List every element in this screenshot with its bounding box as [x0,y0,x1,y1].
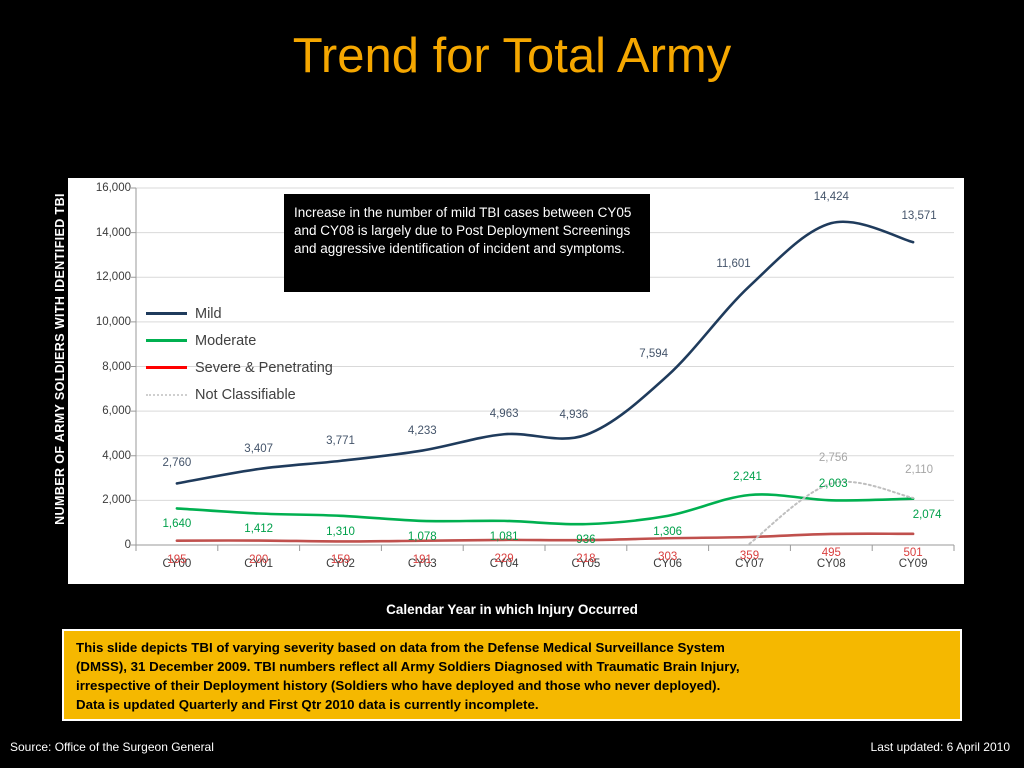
legend-item-severe-penetrating: Severe & Penetrating [146,354,333,381]
note-line-4: Data is updated Quarterly and First Qtr … [76,696,539,712]
y-tick-label: 8,000 [102,360,131,373]
x-tick-label: CY01 [244,558,274,570]
x-tick-label: CY05 [571,558,601,570]
legend-label: Mild [195,305,222,322]
x-tick-label: CY02 [326,558,355,570]
y-tick-label: 4,000 [102,449,131,462]
y-tick-label: 14,000 [95,226,131,239]
y-axis-title: NUMBER OF ARMY SOLDIERS WITH IDENTIFIED … [53,193,67,525]
legend-label: Severe & Penetrating [195,359,333,376]
y-tick-label: 16,000 [95,182,131,194]
legend-item-not-classifiable: Not Classifiable [146,381,333,408]
y-tick-label: 2,000 [102,494,131,507]
x-axis-title: Calendar Year in which Injury Occurred [386,602,638,617]
y-tick-label: 12,000 [95,271,131,284]
footer-source: Source: Office of the Surgeon General [10,740,214,754]
y-tick-label: 10,000 [95,315,131,328]
y-tick-label: 0 [124,539,131,551]
note-line-3: irrespective of their Deployment history… [76,677,721,693]
note-line-1: This slide depicts TBI of varying severi… [76,640,725,655]
series-line-severe-penetrating [175,532,915,543]
x-tick-label: CY08 [816,558,846,570]
note-box: This slide depicts TBI of varying severi… [62,629,962,721]
x-tick-label: CY04 [489,558,519,570]
callout-annotation: Increase in the number of mild TBI cases… [284,194,650,292]
y-axis-ticks: 0 2,000 4,000 6,000 8,000 10,000 12,000 14,000 1… [68,178,131,584]
x-tick-label: CY00 [162,558,192,570]
page-title: Trend for Total Army [292,29,732,83]
legend-swatch-icon [146,339,187,342]
legend-item-moderate: Moderate [146,327,333,354]
series-line-not-classifiable [748,480,915,545]
legend-swatch-icon [146,366,187,369]
legend-label: Not Classifiable [195,386,296,403]
y-tick-label: 6,000 [102,405,131,418]
series-line-moderate [175,493,915,526]
series-line-mild [175,220,915,485]
x-tick-label: CY03 [407,558,437,570]
footer-last-updated: Last updated: 6 April 2010 [870,740,1010,754]
legend-label: Moderate [195,332,257,349]
x-tick-label: CY06 [653,558,683,570]
x-tick-label: CY07 [735,558,764,570]
x-tick-label: CY09 [898,558,928,570]
legend-swatch-icon [146,393,187,396]
note-line-2: (DMSS), 31 December 2009. TBI numbers re… [76,658,740,674]
x-axis-ticks: CY00 CY01 CY02 CY03 CY04 CY05 CY06 CY07 CY08 CY09 [68,558,964,578]
legend-swatch-icon [146,312,187,315]
chart-legend: Mild Moderate Severe & Penetrating Not Clas… [146,300,333,408]
legend-item-mild: Mild [146,300,333,327]
